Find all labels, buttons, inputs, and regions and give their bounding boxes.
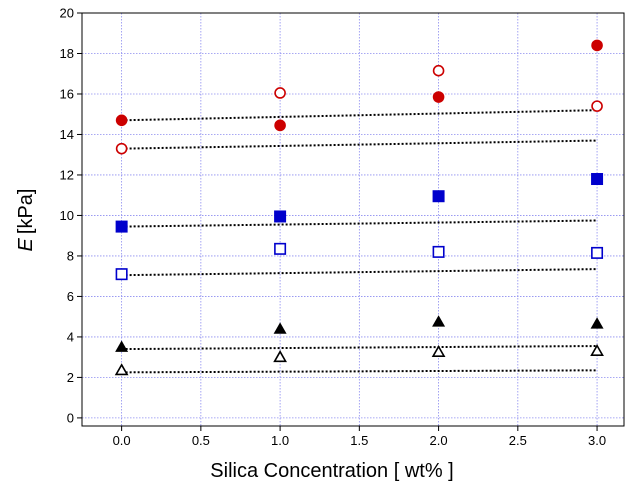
data-point-circle (115, 114, 128, 127)
trend-line (121, 345, 598, 351)
data-point-square (274, 242, 287, 255)
trend-line (121, 369, 598, 374)
data-point-triangle (273, 350, 287, 363)
y-tick-label: 20 (60, 6, 74, 21)
y-tick-label: 2 (67, 370, 74, 385)
y-tick-label: 10 (60, 208, 74, 223)
x-tick-label: 2.5 (509, 433, 527, 448)
data-point-triangle (432, 315, 446, 327)
trend-lines (121, 109, 598, 374)
x-tick-label: 1.0 (271, 433, 289, 448)
x-tick-label: 0.0 (113, 433, 131, 448)
data-point-triangle (590, 317, 604, 329)
y-axis-title: E [kPa] (15, 189, 37, 252)
data-point-circle (115, 142, 128, 155)
data-points (114, 39, 604, 376)
y-tick-label: 0 (67, 410, 74, 425)
data-point-square (115, 220, 128, 233)
y-tick-label: 16 (60, 86, 74, 101)
trend-line (121, 109, 598, 122)
data-point-triangle (114, 363, 129, 376)
data-point-circle (591, 100, 603, 112)
trend-line (121, 139, 598, 150)
data-point-square (432, 190, 445, 203)
trend-line (121, 268, 598, 277)
data-point-circle (274, 119, 286, 132)
y-tick-label: 6 (67, 289, 74, 304)
data-point-triangle (431, 344, 446, 358)
y-tick-label: 12 (60, 167, 74, 182)
y-axis-ticks: 0 2 4 6 8 10 12 14 16 18 20 (60, 6, 82, 425)
data-point-circle (432, 64, 445, 77)
data-point-triangle (590, 343, 604, 357)
data-point-triangle (115, 340, 129, 352)
data-point-triangle (273, 322, 287, 334)
x-tick-label: 1.5 (350, 433, 368, 448)
grid-lines (82, 12, 624, 426)
data-point-circle (432, 91, 445, 103)
y-tick-label: 8 (67, 248, 74, 263)
x-tick-label: 2.0 (430, 433, 448, 448)
y-tick-label: 18 (60, 46, 74, 61)
data-point-square (432, 245, 445, 258)
data-point-circle (591, 39, 603, 52)
data-point-square (115, 268, 128, 281)
data-point-square (274, 210, 287, 223)
trend-line (121, 219, 598, 228)
x-tick-label: 0.5 (192, 433, 210, 448)
data-point-square (591, 173, 604, 186)
data-point-square (591, 246, 604, 259)
plot-frame (81, 12, 625, 427)
x-axis-ticks: 0.0 0.5 1.0 1.5 2.0 2.5 3.0 (113, 426, 606, 448)
x-tick-label: 3.0 (588, 433, 606, 448)
data-point-circle (274, 87, 286, 99)
y-axis-title-symbol: E (15, 237, 37, 251)
y-tick-label: 4 (67, 329, 74, 344)
y-tick-label: 14 (60, 127, 74, 142)
x-axis-title: Silica Concentration [ wt% ] (210, 460, 453, 482)
y-axis-title-unit: [kPa] (15, 189, 37, 235)
